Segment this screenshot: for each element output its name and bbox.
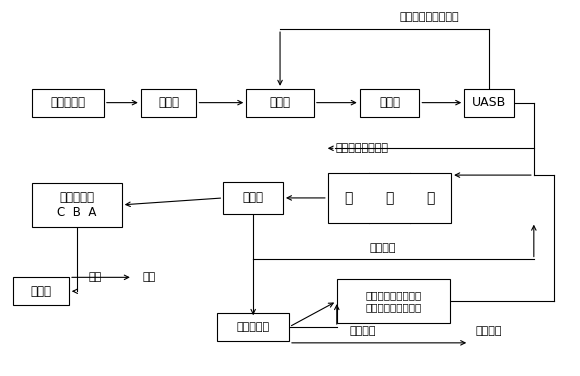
Bar [32,183,122,227]
Text: 水生植物塘
C  B  A: 水生植物塘 C B A [57,191,97,219]
Bar [246,89,314,117]
Text: 二沉池: 二沉池 [242,191,264,205]
Text: 污泥回流: 污泥回流 [369,243,396,253]
Text: UASB: UASB [472,96,506,109]
Bar [360,89,419,117]
Text: 初沉池: 初沉池 [158,96,179,109]
Text: 垃圾渗滤液: 垃圾渗滤液 [50,96,86,109]
Bar [141,89,197,117]
Bar [223,182,283,214]
Bar [13,277,69,305]
Text: 出水: 出水 [88,272,102,282]
Bar [464,89,514,117]
Text: 调节池: 调节池 [270,96,291,109]
Bar [337,279,450,323]
Bar [328,173,451,223]
Text: 氧: 氧 [344,191,353,205]
Text: 浓缩污泥上清液处理
（氧化还原、混凝）: 浓缩污泥上清液处理 （氧化还原、混凝） [365,290,422,312]
Text: 多余污泥送浓缩池: 多余污泥送浓缩池 [336,143,389,153]
Text: 外排: 外排 [142,272,155,282]
Text: 送填埋场: 送填埋场 [475,326,502,336]
Text: 污泥浓缩池: 污泥浓缩池 [237,322,270,332]
Bar [218,313,289,341]
Text: 配水池: 配水池 [379,96,400,109]
Text: 剩余污泥: 剩余污泥 [350,326,376,336]
Text: 消毒池: 消毒池 [31,285,52,298]
Text: 沟: 沟 [426,191,435,205]
Bar [32,89,104,117]
Text: 化: 化 [385,191,394,205]
Text: 浓缩污泥上清液回流: 浓缩污泥上清液回流 [400,12,459,22]
